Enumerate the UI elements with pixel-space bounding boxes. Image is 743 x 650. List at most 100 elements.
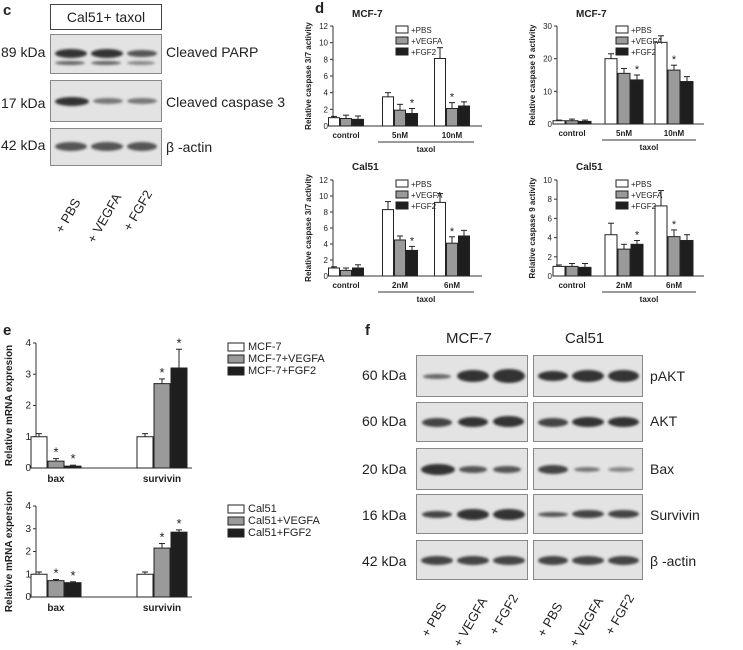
x-category-label: 2nM xyxy=(616,281,632,290)
legend-swatch xyxy=(615,190,629,199)
legend-label: MCF-7+VEGFA xyxy=(248,353,325,365)
bar xyxy=(153,383,171,469)
bar xyxy=(654,41,668,125)
y-tick-label: 2 xyxy=(25,547,31,558)
bar xyxy=(552,120,566,125)
bar xyxy=(552,265,566,277)
y-tick-label: 1 xyxy=(25,432,31,443)
significance-star: * xyxy=(635,64,640,76)
y-tick-label: 6 xyxy=(324,224,329,233)
significance-star: * xyxy=(70,568,75,583)
legend-swatch xyxy=(395,25,409,34)
bar xyxy=(458,105,470,127)
bar xyxy=(680,81,694,125)
legend-label: +VEGFA xyxy=(631,37,663,46)
legend-label: +VEGFA xyxy=(411,37,443,46)
bar xyxy=(352,267,364,277)
y-axis-label: Relative caspase 3/7 activity xyxy=(304,22,313,130)
x-category-label: 6nM xyxy=(666,281,682,290)
y-tick-label: 4 xyxy=(25,501,31,512)
blot-strip xyxy=(416,355,528,397)
group-label: taxol xyxy=(417,145,436,154)
blot-label: Bax xyxy=(650,461,675,477)
legend-swatch xyxy=(227,504,245,514)
panel-letter-d: d xyxy=(315,0,325,17)
y-tick-label: 4 xyxy=(548,234,553,243)
legend-label: +PBS xyxy=(411,26,432,35)
blot-label: pAKT xyxy=(650,368,686,384)
legend-label: Cal51+VEGFA xyxy=(248,515,321,527)
kda-label: 17 kDa xyxy=(1,95,46,111)
y-tick-label: 30 xyxy=(543,22,552,31)
legend-label: Cal51+FGF2 xyxy=(248,527,311,539)
legend-swatch xyxy=(227,528,245,538)
legend-swatch xyxy=(615,47,629,56)
significance-star: * xyxy=(176,516,181,531)
legend-label: MCF-7 xyxy=(248,341,282,353)
y-tick-label: 3 xyxy=(25,524,31,535)
blot-strip xyxy=(50,128,162,166)
bar xyxy=(64,465,82,469)
significance-star: * xyxy=(53,565,58,580)
kda-label: 16 kDa xyxy=(362,507,407,523)
chart-title: Cal51 xyxy=(352,162,379,173)
significance-star: * xyxy=(176,335,181,350)
y-tick-label: 0 xyxy=(548,120,553,129)
x-category-label: 10nM xyxy=(442,131,463,140)
panel-letter-c: c xyxy=(3,2,12,19)
legend-label: +VEGFA xyxy=(411,191,443,200)
bar xyxy=(136,436,154,469)
bar xyxy=(434,58,446,127)
bar xyxy=(654,205,668,277)
blot-title: Cal51+ taxol xyxy=(66,9,146,25)
legend-swatch xyxy=(615,25,629,34)
bar xyxy=(406,249,418,277)
bar xyxy=(434,201,446,277)
blot-label: Cleaved PARP xyxy=(166,44,259,60)
chart-title: MCF-7 xyxy=(352,9,383,20)
legend-swatch xyxy=(227,366,245,376)
bar xyxy=(328,117,340,127)
panel-letter-e: e xyxy=(3,322,12,339)
y-tick-label: 10 xyxy=(319,192,328,201)
legend-swatch xyxy=(395,179,409,188)
bar xyxy=(604,234,618,277)
x-category-label: survivin xyxy=(143,474,181,485)
y-tick-label: 10 xyxy=(543,87,552,96)
x-category-label: control xyxy=(558,129,585,138)
blot-strip xyxy=(416,540,528,580)
blot-strip xyxy=(50,34,162,74)
legend-swatch xyxy=(395,201,409,210)
y-tick-label: 6 xyxy=(324,72,329,81)
blot-strip xyxy=(533,494,643,534)
y-axis-label: Relative mRNA expresion xyxy=(4,345,15,466)
y-tick-label: 4 xyxy=(324,89,329,98)
significance-star: * xyxy=(53,445,58,460)
blot-strip xyxy=(50,80,162,122)
significance-star: * xyxy=(635,229,640,241)
blot-label: β -actin xyxy=(166,139,213,155)
bar xyxy=(667,69,681,125)
x-category-label: 5nM xyxy=(616,129,632,138)
y-axis-label: Relative mRNA expersion xyxy=(4,491,15,612)
legend-swatch xyxy=(227,342,245,352)
bar xyxy=(617,248,631,277)
x-category-label: control xyxy=(332,281,359,290)
y-tick-label: 8 xyxy=(324,55,329,64)
bar xyxy=(30,573,48,598)
y-tick-label: 4 xyxy=(324,240,329,249)
blot-strip xyxy=(533,355,643,397)
kda-label: 60 kDa xyxy=(362,367,407,383)
blot-strip xyxy=(416,402,528,442)
legend-label: +FGF2 xyxy=(631,202,657,211)
y-tick-label: 6 xyxy=(548,214,553,223)
legend-label: +PBS xyxy=(411,180,432,189)
bar xyxy=(667,236,681,277)
bar xyxy=(394,109,406,127)
y-tick-label: 2 xyxy=(324,105,329,114)
y-axis-label: Relative caspase 9 activity xyxy=(528,177,537,279)
legend-swatch xyxy=(395,190,409,199)
bar xyxy=(604,58,618,125)
bar xyxy=(47,460,65,469)
legend-label: +PBS xyxy=(631,26,652,35)
